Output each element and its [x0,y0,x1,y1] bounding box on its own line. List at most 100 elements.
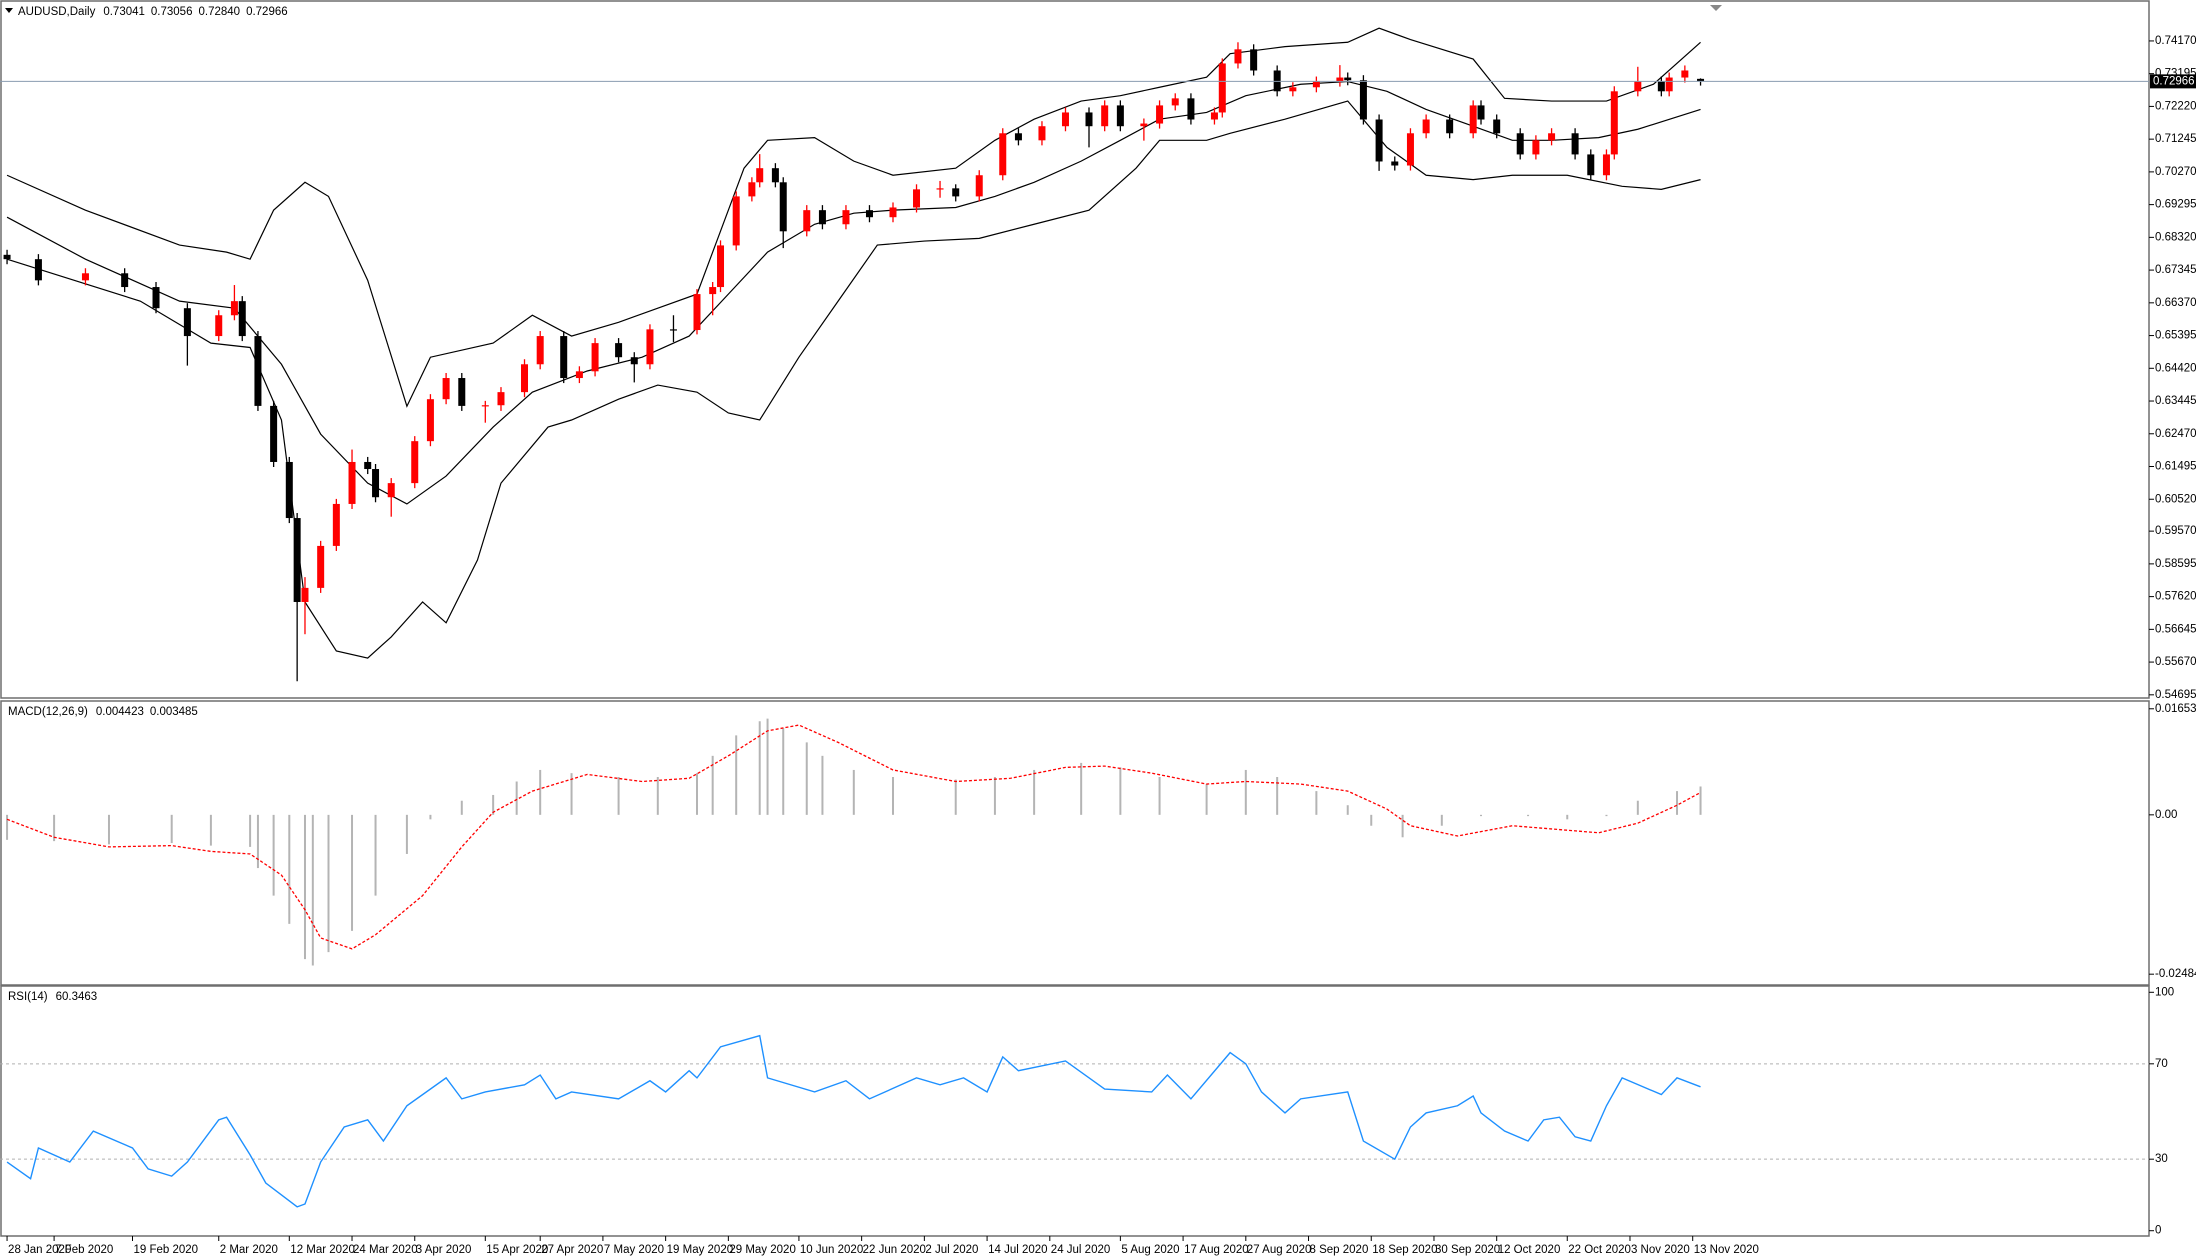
candle-body [121,273,129,288]
y-tick-label: 70 [2155,1058,2168,1070]
x-tick-label: 13 Nov 2020 [1694,1244,1759,1256]
x-tick-label: 19 Feb 2020 [133,1244,198,1256]
bollinger-band [6,27,1701,408]
candle-body [1061,112,1069,127]
candle-body [1665,77,1673,92]
candle-body [387,483,395,498]
candle-body [732,196,740,246]
candle-body [1187,98,1195,120]
y-tick-label: 0.016538 [2155,703,2196,715]
candle-body [1250,49,1258,71]
candle-body [865,210,873,218]
panel-title: MACD(12,26,9) [8,706,88,718]
indicator-value: 60.3463 [56,991,98,1003]
candle-body [1610,91,1618,155]
y-tick-label: 0.68320 [2155,231,2196,243]
candle-body [238,301,246,337]
candle-body [1391,161,1399,166]
candle-body [1446,119,1454,134]
candle-body [1422,119,1430,134]
candle-body [936,188,944,190]
candle-body [1516,133,1524,155]
x-tick-label: 22 Oct 2020 [1568,1244,1631,1256]
x-tick-label: 27 Apr 2020 [541,1244,603,1256]
candle-body [646,329,654,365]
candle-body [1359,80,1367,120]
candle-body [669,329,677,331]
candle-body [1038,126,1046,141]
candle-body [426,399,434,442]
candle-body [521,364,529,393]
y-tick-label: 0.55670 [2155,656,2196,668]
candle-body [1210,112,1218,120]
candle-body [1336,77,1344,82]
candle-body [348,461,356,504]
candle-body [215,315,223,337]
y-tick-label: 0.74170 [2155,35,2196,47]
candle-body [230,301,238,316]
candle-body [1406,133,1414,166]
y-tick-label: 0.64420 [2155,362,2196,374]
x-tick-label: 3 Apr 2020 [416,1244,472,1256]
candle-body [1014,133,1022,141]
candle-body [1681,70,1689,78]
y-tick-label: 0.65395 [2155,330,2196,342]
candle-body [591,343,599,372]
candle-body [803,210,811,232]
candle-body [1548,133,1556,141]
candle-body [1657,81,1665,92]
candle-body [1085,112,1093,127]
candle-body [364,461,372,470]
x-tick-label: 12 Mar 2020 [290,1244,355,1256]
candle-body [709,287,717,295]
candle-body [756,168,764,183]
candle-body [458,378,466,406]
x-tick-label: 30 Sep 2020 [1435,1244,1500,1256]
candle-body [1156,105,1164,124]
x-tick-label: 2 Jul 2020 [925,1244,978,1256]
indicator-value: 0.003485 [150,706,198,718]
y-tick-label: 0.59570 [2155,525,2196,537]
y-tick-label: 0.58595 [2155,558,2196,570]
candle-body [34,259,42,281]
y-tick-label: 0.71245 [2155,133,2196,145]
candle-body [1469,105,1477,134]
candle-body [270,405,278,462]
indicator-value: 0.004423 [96,706,144,718]
candle-body [1344,77,1352,81]
candle-body [842,210,850,225]
x-tick-label: 5 Aug 2020 [1121,1244,1179,1256]
candle-body [293,518,301,602]
panel-title: AUDUSD,Daily [18,6,96,18]
y-tick-label: 0.60520 [2155,493,2196,505]
candle-body [717,245,725,288]
candle-body [952,188,960,197]
candle-body [1477,105,1485,120]
candle-body [317,545,325,588]
x-tick-label: 12 Oct 2020 [1498,1244,1561,1256]
y-tick-label: 0.62470 [2155,428,2196,440]
x-tick-label: 24 Mar 2020 [353,1244,418,1256]
candle-body [1171,98,1179,106]
indicator-value: 0.73041 [103,6,145,18]
candle-body [1101,105,1109,127]
y-tick-label: 0.69295 [2155,199,2196,211]
panel-title: RSI(14) [8,991,48,1003]
y-tick-label: 0.63445 [2155,395,2196,407]
candle-body [630,357,638,365]
x-tick-label: 17 Aug 2020 [1184,1244,1249,1256]
y-tick-label: 0.54695 [2155,689,2196,701]
y-tick-label: 0.67345 [2155,264,2196,276]
main-panel-frame [0,0,2150,699]
candle-body [411,441,419,484]
candle-body [152,287,160,309]
candle-body [1234,49,1242,64]
current-price-box [2150,74,2196,89]
candle-body [3,254,11,260]
candle-body [771,168,779,183]
x-tick-label: 28 Jan 2020 [8,1244,71,1256]
x-tick-label: 2 Mar 2020 [220,1244,278,1256]
collapse-arrow[interactable] [5,8,13,13]
chart-layer: 0.741700.731950.722200.712450.702700.692… [0,6,2196,1256]
